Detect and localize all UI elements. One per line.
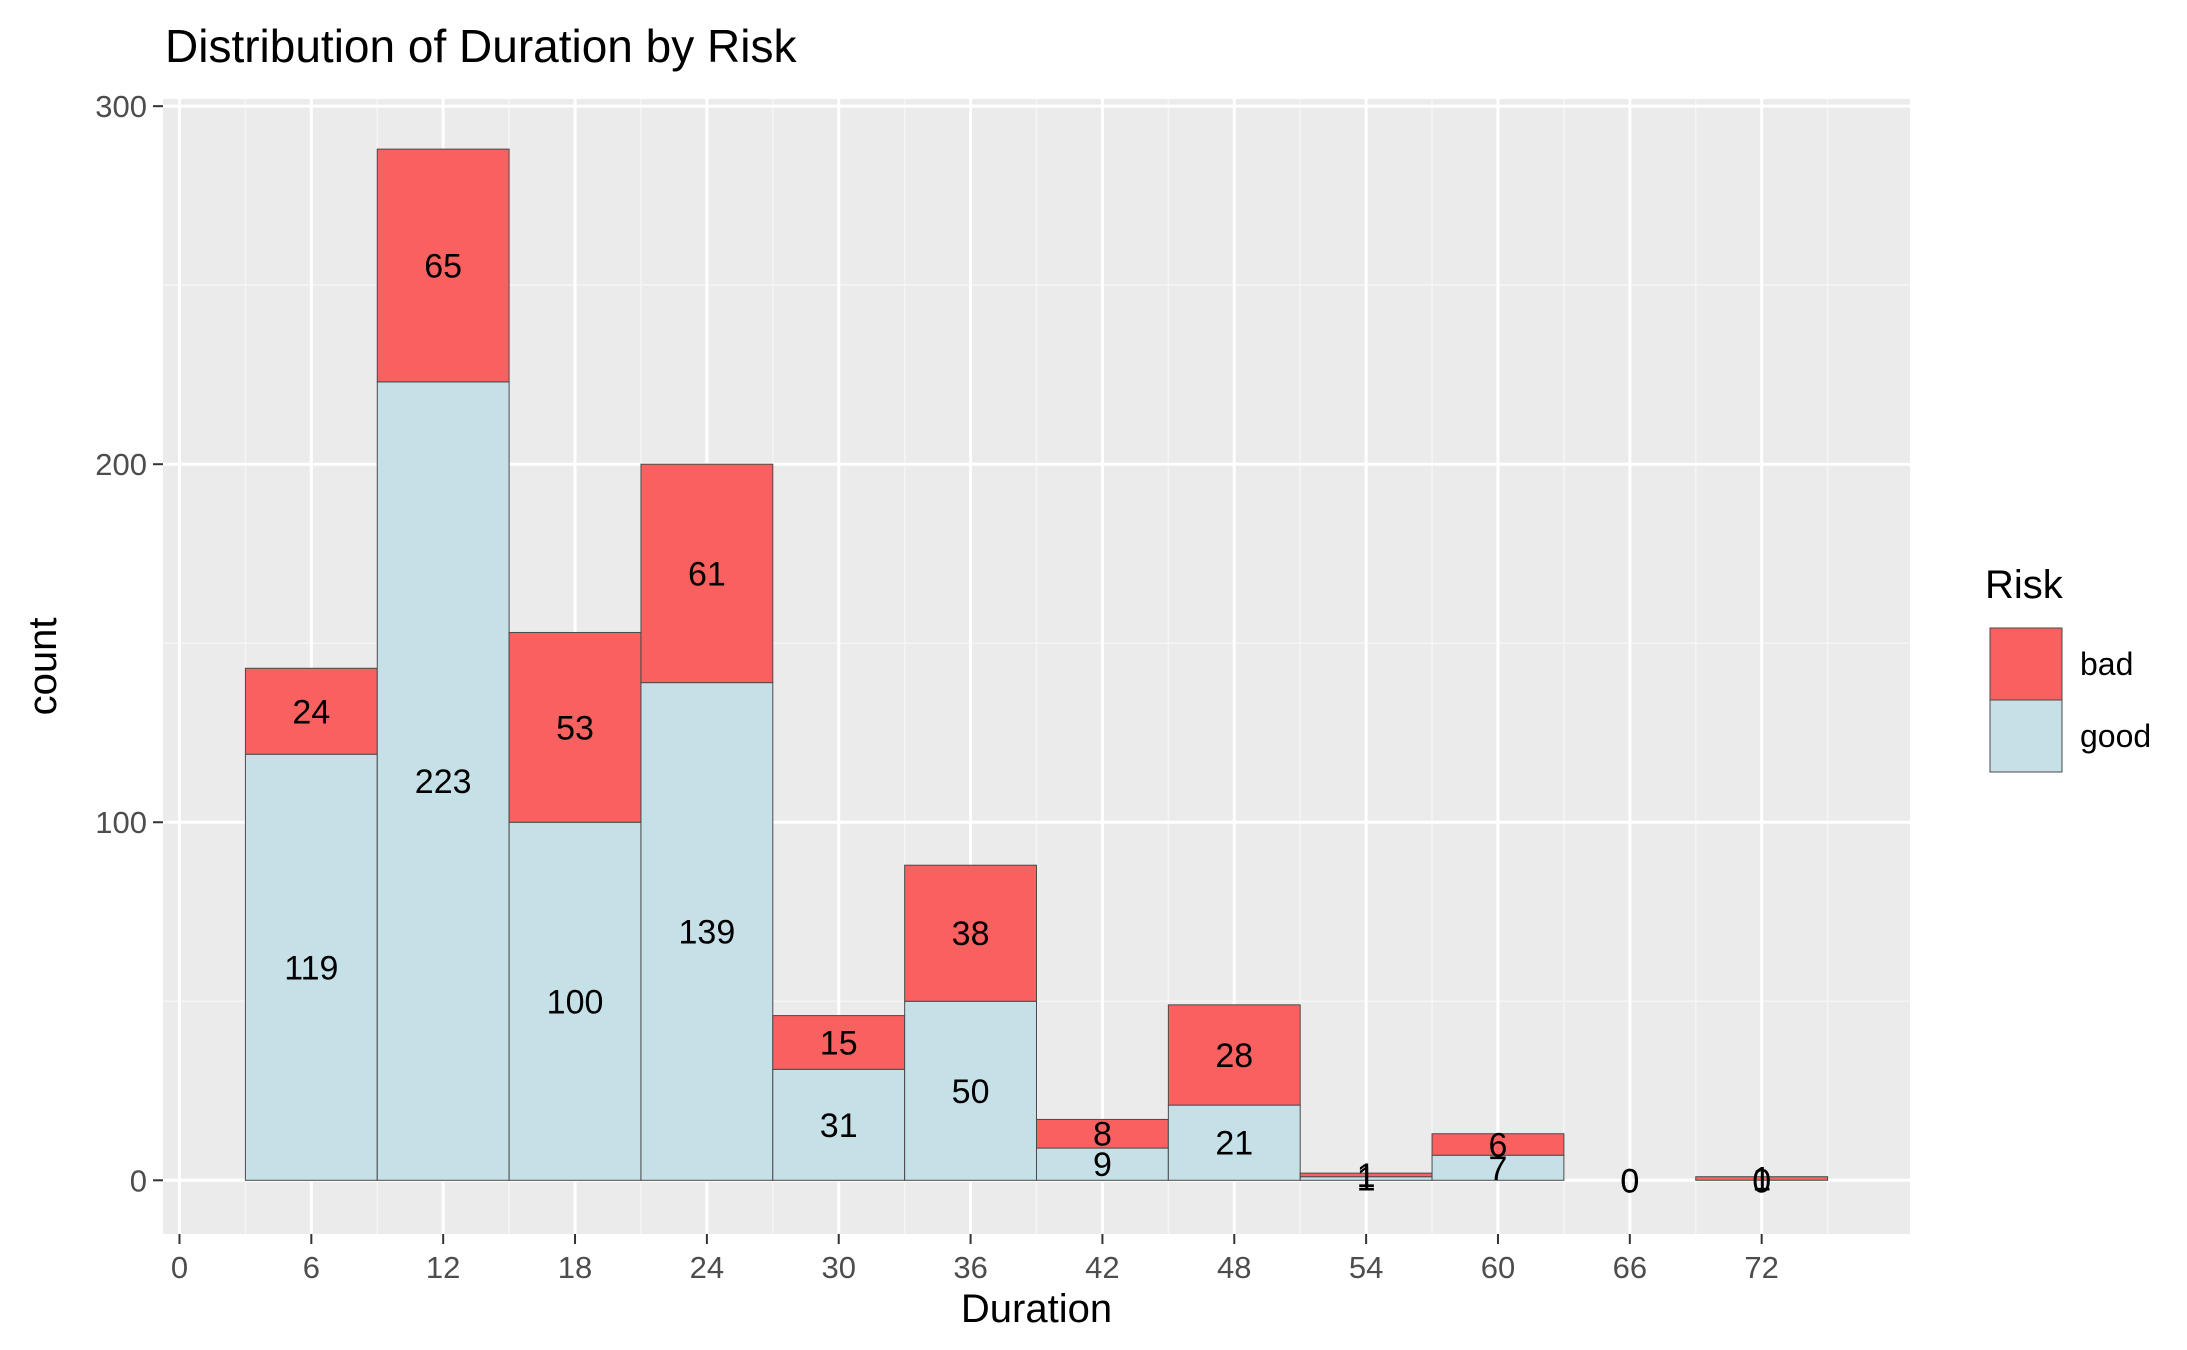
x-tick-label: 72	[1744, 1250, 1778, 1285]
bar-bad	[376, 148, 510, 383]
bar-good	[376, 381, 510, 1181]
bar-good	[1167, 1104, 1301, 1181]
data-label-bad: 6	[1489, 1126, 1508, 1164]
data-label-bad: 0	[1620, 1162, 1639, 1200]
bar-bad	[1431, 1133, 1565, 1156]
data-label-good: 119	[284, 949, 338, 987]
data-label-good: 31	[820, 1107, 858, 1145]
y-tick-label: 200	[95, 447, 147, 482]
bar-good	[640, 682, 774, 1181]
x-tick-label: 12	[426, 1250, 460, 1285]
bar-bad	[1036, 1118, 1169, 1149]
x-tick-label: 60	[1481, 1250, 1515, 1285]
x-tick-label: 42	[1085, 1250, 1119, 1285]
bar-bad	[1167, 1004, 1301, 1106]
y-axis-title: count	[21, 618, 65, 716]
x-tick-label: 0	[171, 1250, 188, 1285]
data-label-good: 50	[952, 1073, 990, 1111]
data-label-bad: 28	[1215, 1037, 1253, 1075]
x-axis-title: Duration	[961, 1287, 1112, 1331]
data-label-good: 139	[679, 913, 736, 951]
bar-bad	[772, 1015, 906, 1070]
data-label-bad: 38	[952, 915, 990, 953]
x-tick-label: 36	[953, 1250, 987, 1285]
x-tick-label: 54	[1349, 1250, 1383, 1285]
x-tick-label: 24	[690, 1250, 724, 1285]
x-tick-label: 18	[558, 1250, 592, 1285]
legend-label-good: good	[2080, 718, 2151, 754]
x-tick-label: 6	[303, 1250, 320, 1285]
chart-title: Distribution of Duration by Risk	[165, 20, 797, 72]
legend: Risk bad good	[1985, 563, 2151, 773]
bar-good	[1431, 1154, 1565, 1181]
data-label-bad: 15	[820, 1024, 858, 1062]
x-tick-label: 30	[821, 1250, 855, 1285]
data-label-good: 0	[1620, 1162, 1639, 1200]
y-tick-label: 100	[95, 805, 147, 840]
data-label-bad: 65	[424, 247, 462, 285]
y-tick-label: 300	[95, 89, 147, 124]
legend-title: Risk	[1985, 563, 2064, 607]
bar-good	[904, 1000, 1037, 1181]
bar-bad	[508, 631, 642, 823]
data-label-bad: 24	[292, 693, 330, 731]
data-label-bad: 61	[688, 555, 726, 593]
x-tick-label: 66	[1613, 1250, 1647, 1285]
data-label-good: 7	[1489, 1150, 1508, 1188]
data-label-bad: 1	[1357, 1157, 1376, 1195]
bar-bad	[1695, 1176, 1829, 1181]
legend-key-good	[1989, 699, 2063, 773]
legend-key-bad	[1989, 627, 2063, 701]
data-label-bad: 53	[556, 709, 594, 747]
data-label-good: 100	[547, 983, 604, 1021]
bar-bad	[640, 463, 774, 684]
data-label-good: 223	[415, 763, 472, 801]
data-label-good: 9	[1093, 1146, 1112, 1184]
bars	[244, 148, 1829, 1181]
data-label-good: 21	[1215, 1125, 1253, 1163]
bar-good	[508, 821, 642, 1181]
bar-good	[244, 753, 378, 1181]
data-label-bad: 1	[1752, 1161, 1771, 1199]
legend-label-bad: bad	[2080, 646, 2133, 682]
data-label-bad: 8	[1093, 1116, 1112, 1154]
y-tick-label: 0	[130, 1163, 147, 1198]
bar-bad	[244, 667, 378, 755]
data-label-good: 1	[1357, 1161, 1376, 1199]
data-label-good: 0	[1752, 1162, 1771, 1200]
bar-bad	[904, 864, 1037, 1002]
x-tick-label: 48	[1217, 1250, 1251, 1285]
